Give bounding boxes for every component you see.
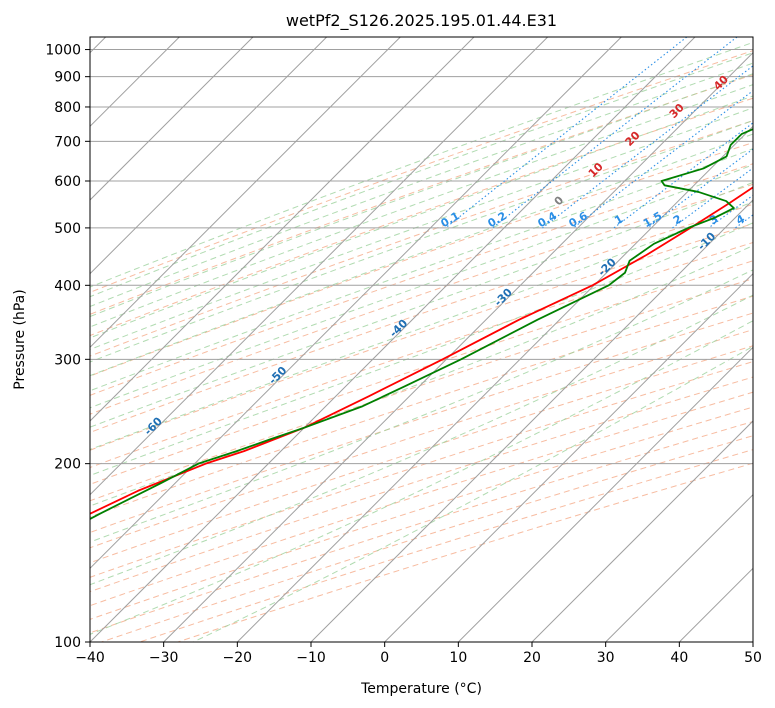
mixing-ratio-line	[542, 65, 753, 229]
x-tick-label: 0	[380, 650, 389, 666]
dry-adiabat-line	[90, 163, 753, 396]
isotherm-line	[90, 37, 475, 422]
y-axis-ticks: 100 200 300 400 500 600 700 800 900 1000	[45, 43, 90, 651]
moist-adiabat-line	[90, 73, 753, 318]
moist-adiabat-line	[90, 133, 753, 377]
y-tick-label: 600	[54, 174, 81, 190]
x-tick-label: 10	[449, 650, 467, 666]
sounding-series	[90, 128, 753, 520]
plot-frame	[89, 36, 754, 643]
moist-adiabat-line	[193, 345, 753, 642]
isotherm-line	[90, 37, 328, 275]
y-tick-label: 700	[54, 134, 81, 150]
y-tick-label: 300	[54, 352, 81, 368]
y-tick-label: 1000	[45, 43, 81, 59]
y-tick-label: 500	[54, 221, 81, 237]
y-tick-label: 100	[54, 635, 81, 651]
isotherm-line	[531, 420, 753, 642]
dry-adiabat-line	[90, 329, 753, 549]
mixing-ratio-line	[492, 37, 738, 229]
y-tick-label: 200	[54, 457, 81, 473]
x-tick-label: 40	[670, 650, 688, 666]
y-tick-label: 400	[54, 278, 81, 294]
pressure-gridlines	[90, 49, 753, 642]
dry-adiabat-line	[90, 391, 753, 607]
y-tick-label: 900	[54, 70, 81, 86]
dry-adiabat-line	[90, 50, 753, 293]
isotherm-line	[90, 37, 622, 570]
isotherm-line	[163, 51, 753, 642]
moist-adiabat-line	[90, 84, 753, 328]
moist-adiabat-line	[90, 201, 753, 451]
mixing-ratio-lines	[445, 37, 753, 229]
moist-adiabat-line	[90, 181, 753, 428]
isotherm-line	[90, 37, 696, 642]
isotherm-line	[384, 272, 753, 642]
isotherm-line	[605, 493, 753, 642]
isotherm-line	[457, 346, 753, 642]
isotherm-line	[90, 37, 254, 201]
dry-adiabat-line	[90, 361, 753, 578]
x-tick-label: −40	[75, 650, 105, 666]
moist-adiabat-line	[90, 62, 753, 308]
dry-adiabat-line	[90, 74, 753, 315]
moist-adiabats	[90, 41, 753, 642]
moist-adiabat-line	[90, 52, 753, 298]
moist-adiabat-line	[90, 95, 753, 339]
mixing-ratio-line	[572, 90, 753, 229]
moist-adiabat-line	[90, 164, 753, 409]
dry-adiabat-line	[90, 142, 753, 377]
y-axis-label: Pressure (hPa)	[12, 289, 28, 389]
moist-adiabat-line	[90, 320, 753, 635]
dry-adiabat-line	[90, 97, 753, 337]
x-axis-ticks: −40 −30 −20 −10 0 10 20 30 40 50	[75, 642, 762, 666]
isotherm-line	[310, 199, 753, 642]
temperature-profile-line	[90, 186, 753, 515]
x-tick-label: 20	[523, 650, 541, 666]
chart-title: wetPf2_S126.2025.195.01.44.E31	[286, 11, 557, 31]
dewpoint-profile-line	[90, 128, 753, 520]
moist-adiabat-line	[90, 222, 753, 476]
mixing-ratio-line	[672, 167, 753, 229]
x-tick-label: −30	[149, 650, 179, 666]
y-tick-label: 800	[54, 100, 81, 116]
x-axis-label: Temperature (°C)	[360, 681, 482, 697]
isotherm-line	[236, 125, 753, 642]
x-tick-label: 50	[744, 650, 762, 666]
dry-adiabat-line	[90, 223, 753, 451]
x-tick-label: −20	[223, 650, 253, 666]
isotherm-line	[90, 37, 401, 349]
isotherm-line	[90, 37, 549, 496]
moist-adiabat-line	[90, 294, 753, 586]
isotherms	[90, 37, 753, 642]
x-tick-label: 30	[597, 650, 615, 666]
dry-adiabat-line	[90, 312, 753, 534]
x-tick-label: −10	[296, 650, 326, 666]
